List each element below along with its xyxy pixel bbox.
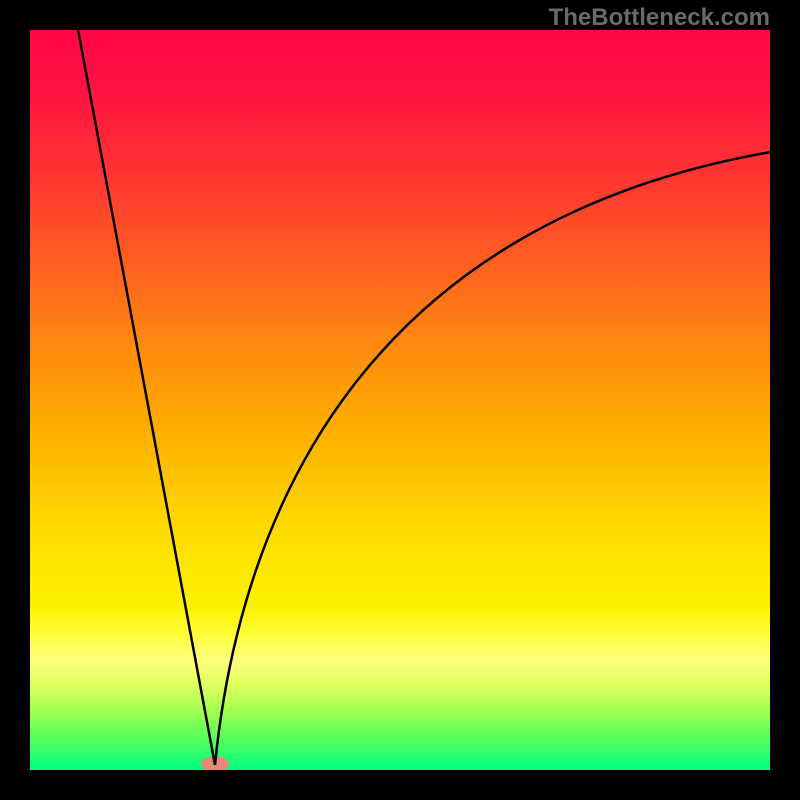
curve-overlay xyxy=(30,30,770,770)
bottleneck-curve xyxy=(78,30,770,765)
plot-area xyxy=(30,30,770,770)
watermark-text: TheBottleneck.com xyxy=(549,4,770,32)
chart-container: TheBottleneck.com xyxy=(0,0,800,800)
